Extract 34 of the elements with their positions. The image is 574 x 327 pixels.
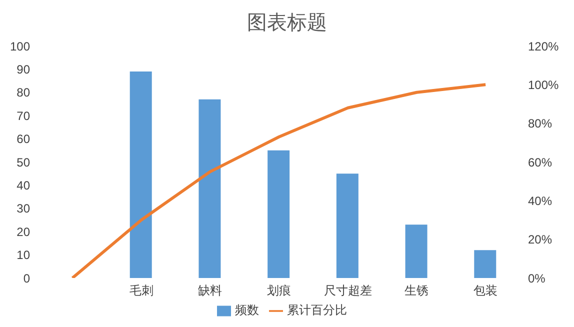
x-tick-label: 包装 [474, 284, 498, 298]
y2-tick-label: 80% [528, 116, 552, 131]
bar [336, 174, 358, 278]
y2-tick-label: 120% [528, 39, 560, 54]
y-tick-label: 10 [16, 248, 30, 262]
x-tick-label: 生锈 [404, 284, 429, 298]
legend-label: 频数 [235, 303, 259, 317]
y-tick-label: 100 [10, 39, 30, 54]
bar [198, 99, 221, 278]
bar [130, 72, 152, 278]
x-tick-label: 尺寸超差 [324, 284, 372, 298]
y-tick-label: 90 [16, 62, 30, 76]
x-tick-label: 毛刺 [129, 284, 154, 298]
x-tick-label: 划痕 [267, 284, 291, 298]
bar [474, 250, 496, 278]
y-tick-label: 50 [16, 155, 30, 170]
y2-tick-label: 0% [528, 271, 546, 286]
y2-tick-label: 20% [528, 232, 552, 247]
y-tick-label: 70 [16, 108, 30, 123]
legend-label: 累计百分比 [287, 303, 347, 317]
y-tick-label: 0 [23, 271, 30, 286]
bar [405, 224, 428, 278]
line-series [70, 83, 488, 278]
y-tick-label: 80 [16, 86, 30, 100]
chart-title: 图表标题 [246, 11, 328, 36]
x-tick-label: 缺料 [198, 284, 222, 298]
y2-tick-label: 40% [528, 194, 552, 208]
y-tick-label: 20 [16, 224, 30, 239]
bar [268, 150, 290, 278]
y-tick-label: 30 [16, 202, 30, 216]
y2-tick-label: 100% [528, 78, 560, 92]
y2-tick-label: 60% [528, 155, 552, 170]
y-tick-label: 60 [16, 132, 30, 146]
y-tick-label: 40 [16, 178, 30, 192]
